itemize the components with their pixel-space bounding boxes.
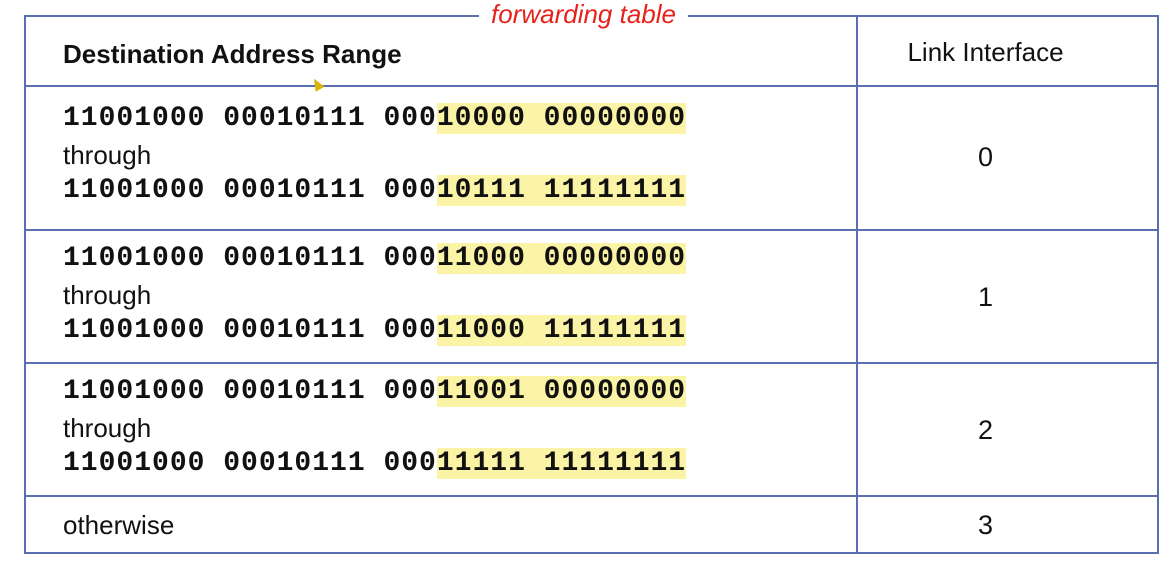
link-interface-value: 0 (977, 142, 994, 172)
address-prefix: 11001000 00010111 000 (63, 103, 437, 134)
link-interface-value: 1 (977, 282, 994, 312)
address-range-row: 11001000 00010111 00011001 00000000 thro… (63, 374, 843, 482)
through-label: through (63, 413, 152, 443)
range-start-address: 11001000 00010111 00010000 00000000 (63, 101, 843, 137)
address-prefix: 11001000 00010111 000 (63, 448, 437, 479)
otherwise-label: otherwise (63, 510, 175, 540)
address-highlight: 11001 00000000 (436, 376, 687, 407)
address-highlight: 10111 11111111 (436, 175, 687, 206)
address-range-row: 11001000 00010111 00010000 00000000 thro… (63, 101, 843, 209)
row-divider (24, 362, 1159, 364)
address-highlight: 10000 00000000 (436, 103, 687, 134)
table-title: forwarding table (479, 0, 688, 28)
address-prefix: 11001000 00010111 000 (63, 243, 437, 274)
range-end-address: 11001000 00010111 00010111 11111111 (63, 173, 843, 209)
range-end-address: 11001000 00010111 00011000 11111111 (63, 313, 843, 349)
address-prefix: 11001000 00010111 000 (63, 376, 437, 407)
header-divider (24, 85, 1159, 87)
range-start-address: 11001000 00010111 00011000 00000000 (63, 241, 843, 277)
through-label: through (63, 140, 152, 170)
range-start-address: 11001000 00010111 00011001 00000000 (63, 374, 843, 410)
link-interface-value: 3 (977, 510, 994, 540)
through-label: through (63, 280, 152, 310)
range-end-address: 11001000 00010111 00011111 11111111 (63, 446, 843, 482)
address-highlight: 11111 11111111 (436, 448, 687, 479)
header-destination-range: Destination Address Range (63, 39, 402, 69)
address-highlight: 11000 11111111 (436, 315, 687, 346)
link-interface-value: 2 (977, 415, 994, 445)
header-link-interface: Link Interface (907, 37, 1064, 67)
column-divider (856, 15, 858, 554)
address-prefix: 11001000 00010111 000 (63, 175, 437, 206)
row-divider (24, 229, 1159, 231)
row-divider (24, 495, 1159, 497)
address-highlight: 11000 00000000 (436, 243, 687, 274)
address-range-row: 11001000 00010111 00011000 00000000 thro… (63, 241, 843, 349)
address-prefix: 11001000 00010111 000 (63, 315, 437, 346)
